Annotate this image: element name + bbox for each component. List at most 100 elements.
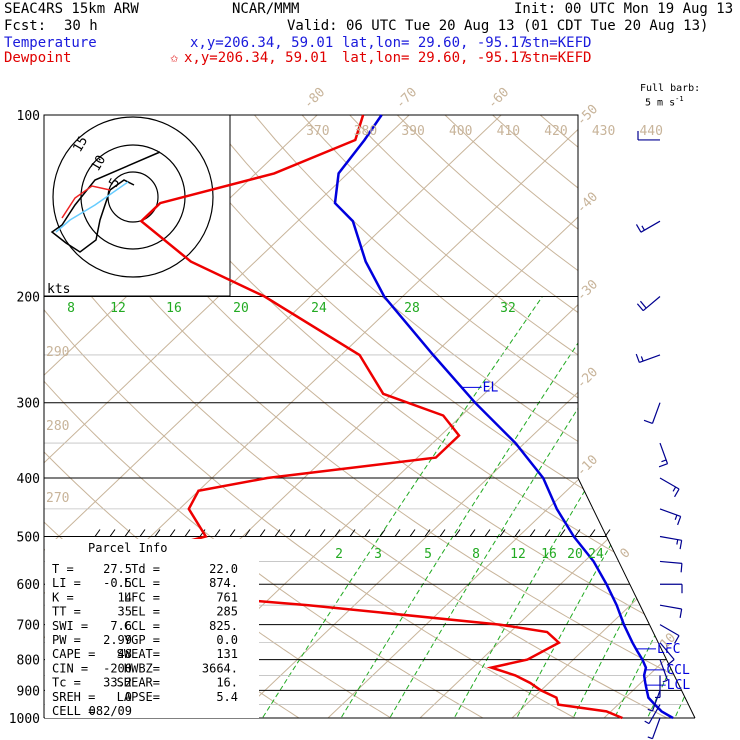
parcel-row-key-right: HWBZ= [124,661,160,675]
wind-barb [659,477,680,498]
parcel-row-value-right: 5.4 [216,690,238,704]
mixing-ratio-label-upper: 28 [404,301,420,316]
theta-label-top: 440 [639,124,662,139]
wind-barb-flag [679,608,683,618]
wind-barb-flag [635,353,640,363]
parcel-row-value-right: 16. [216,676,238,690]
wind-barb [659,508,682,526]
wind-barb [647,690,661,712]
wind-barb [637,130,660,141]
mixing-ratio-label-lower: 5 [424,547,432,562]
freezing-hatch-mark [334,529,341,537]
freezing-hatch-mark [214,529,221,537]
hodograph-trace-cyan [55,181,129,233]
parcel-row-key: Tc = [52,676,81,690]
wind-barb-half-flag [661,459,667,463]
wind-barb [659,560,683,573]
temperature-profile-line [333,114,674,720]
mixing-ratio-label-lower: 12 [510,547,526,562]
parcel-row-value: 27.5 [103,562,132,576]
freezing-hatch-mark [139,529,146,537]
freezing-hatch-mark [424,529,431,537]
mixing-ratio-label-lower: 2 [335,547,343,562]
mixing-ratio-label-lower: 8 [472,547,480,562]
wind-barb-flag [639,300,647,309]
wind-barb-staff [642,296,661,312]
wind-barb-staff [659,560,682,564]
plot-frame [43,114,696,719]
isotherm-line [696,115,740,718]
wind-barb-staff [651,717,661,739]
parcel-row-value: 082/09 [89,704,132,718]
wind-barb-half-flag [644,720,650,725]
mixing-ratio-line [509,296,695,718]
freezing-hatch-mark [109,529,116,537]
dry-adiabat-line [158,115,695,718]
freezing-hatch-mark [439,529,446,537]
wind-barb-flag [674,635,680,644]
dewpoint-legend-star-icon: ✩ [170,50,179,66]
theta-label-top: 410 [497,124,520,139]
freezing-hatch-mark [244,529,251,537]
parcel-row-value: 2.99 [103,633,132,647]
wind-barb [635,220,661,233]
freezing-hatch-mark [184,529,191,537]
freezing-hatch-mark [349,529,356,537]
freezing-hatch-mark [589,529,596,537]
freezing-hatch-mark [469,529,476,537]
mixing-ratio-label-lower: 24 [588,547,604,562]
parcel-row-value: -0.5 [103,576,132,590]
parcel-row-value-right: 3664. [202,661,238,675]
parcel-row-value-right: 285 [216,605,238,619]
parcel-row-key: CELL = [52,704,95,718]
wind-barb [658,442,669,468]
wind-barb-flag [666,659,675,666]
freezing-hatch-mark [484,529,491,537]
parcel-row-value: -200 [103,661,132,675]
freezing-hatch-mark [304,529,311,537]
parcel-row-key-right: Td = [131,562,160,576]
dry-adiabat-line [44,115,693,718]
isotherm-line [235,115,695,718]
freezing-hatch-mark [394,529,401,537]
wind-barb-staff [659,624,680,637]
isotherm-label: 0 [618,546,634,562]
parcel-row-value: 35 [118,605,132,619]
mixing-ratio-line [714,297,740,731]
parcel-row-value-right: 0.0 [216,633,238,647]
pressure-tick-label: 200 [17,291,40,306]
parcel-row-key-right: CCL = [124,619,160,633]
wind-barb-half-flag [676,539,679,545]
hodograph-ring-label: 15 [70,134,91,155]
freezing-hatch-mark [259,529,266,537]
freezing-hatch-mark [124,529,131,537]
hodograph-units-label: kts [47,282,70,297]
parcel-row-value-right: 761 [216,590,238,604]
isotherm-line [511,115,695,718]
pressure-tick-label: 400 [17,472,40,487]
mixing-ratio-label-lower: 3 [374,547,382,562]
wind-barb [659,604,683,618]
mixing-ratio-line [607,296,695,718]
hodograph-trace-red [61,185,111,219]
freezing-hatch-mark [529,529,536,537]
parcel-row-key: K = [52,590,74,604]
forecast-label: Fcst: [4,18,47,34]
wind-barb-staff [640,220,661,233]
wind-barb-staff [659,642,675,660]
wind-barb-flag [674,488,680,498]
dry-adiabat-line [206,115,695,718]
pressure-tick-label: 300 [17,397,40,412]
dewpoint-legend-label: Dewpoint [4,50,72,66]
dewpoint-profile-line [49,114,623,720]
wind-barb-half-flag [647,708,653,712]
level-marker-label: LCL [667,678,691,693]
parcel-row-value: 0 [125,690,132,704]
temperature-legend-station: stn=KEFD [524,35,592,51]
wind-barb [659,624,680,644]
pressure-tick-label: 500 [17,530,40,545]
wind-barb [659,659,669,683]
temperature-legend-xy: x,y=206.34, 59.01 [190,35,334,51]
theta-label-side: 290 [46,345,69,360]
